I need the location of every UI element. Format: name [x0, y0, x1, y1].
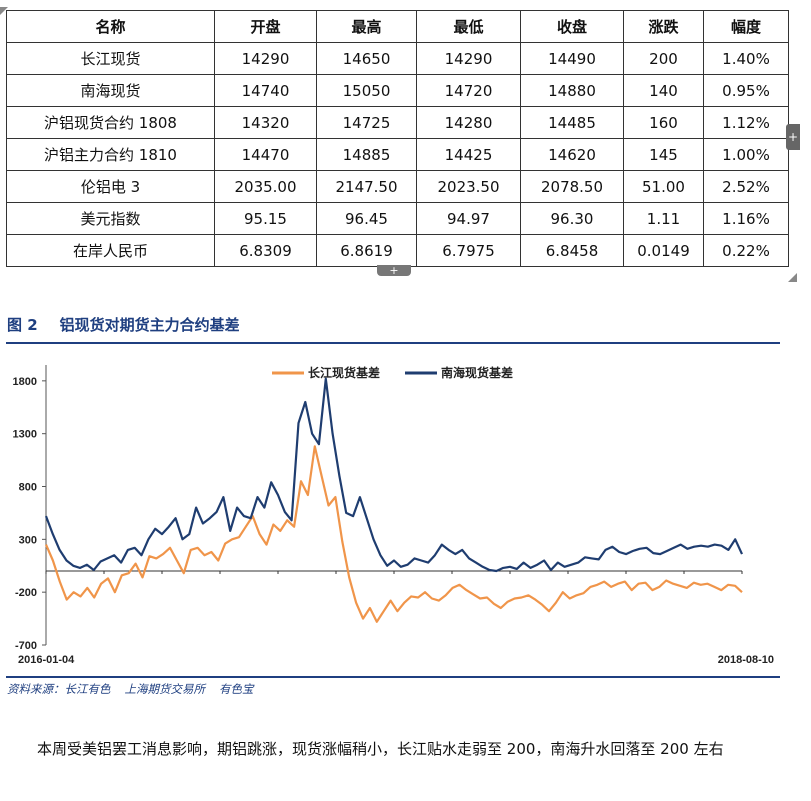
value-cell: 2023.50 [416, 170, 521, 203]
value-cell: 1.40% [703, 42, 789, 75]
column-header: 开盘 [214, 10, 317, 43]
y-tick-label: 300 [19, 534, 37, 546]
table-row: 在岸人民币 6.8309 6.8619 6.7975 6.8458 0.0149 0.22% [6, 234, 789, 267]
value-cell: 95.15 [214, 202, 317, 235]
row-label-cell: 沪铝主力合约 1810 [6, 138, 215, 171]
value-cell: 145 [623, 138, 704, 171]
source-note: 资料来源：长江有色 上海期货交易所 有色宝 [7, 681, 268, 697]
chart-series [44, 377, 743, 623]
value-cell: 14620 [520, 138, 624, 171]
value-cell: 14485 [520, 106, 624, 139]
body-paragraph: 本周受美铝罢工消息影响，期铝跳涨，现货涨幅稍小，长江贴水走弱至 200，南海升水… [37, 740, 724, 758]
value-cell: 14880 [520, 74, 624, 107]
value-cell: 6.8309 [214, 234, 317, 267]
table-row: 伦铝电 3 2035.00 2147.50 2023.50 2078.50 51.00 2.… [6, 170, 789, 203]
value-cell: 0.0149 [623, 234, 704, 267]
x-tick-label-end: 2018-08-10 [718, 654, 774, 666]
table-row: 美元指数 95.15 96.45 94.97 96.30 1.11 1.16% [6, 202, 789, 235]
value-cell: 14425 [416, 138, 521, 171]
table-row: 南海现货 14740 15050 14720 14880 140 0.95% [6, 74, 789, 107]
table-resize-handle-top-left[interactable] [0, 0, 8, 15]
row-label-cell: 伦铝电 3 [6, 170, 215, 203]
market-quote-table-container: 名称 开盘 最高 最低 收盘 涨跌 幅度 长江现货 14290 14650 14290 14490 2… [6, 10, 789, 267]
figure-top-rule [6, 342, 780, 344]
row-label-cell: 南海现货 [6, 74, 215, 107]
value-cell: 6.8458 [520, 234, 624, 267]
figure-caption: 图 2 铝现货对期货主力合约基差 [7, 314, 240, 335]
add-column-handle[interactable]: + [786, 124, 800, 150]
column-header: 幅度 [703, 10, 789, 43]
value-cell: 140 [623, 74, 704, 107]
table-row: 沪铝现货合约 1808 14320 14725 14280 14485 160 1.12% [6, 106, 789, 139]
series-line-nanhai [44, 377, 743, 573]
figure-bottom-rule [6, 676, 780, 678]
value-cell: 200 [623, 42, 704, 75]
value-cell: 15050 [316, 74, 417, 107]
value-cell: 14320 [214, 106, 317, 139]
table-row: 沪铝主力合约 1810 14470 14885 14425 14620 145 1.00% [6, 138, 789, 171]
source-prefix: 资料来源： [7, 682, 65, 696]
value-cell: 1.12% [703, 106, 789, 139]
value-cell: 2035.00 [214, 170, 317, 203]
basis-line-chart: 长江现货基差 南海现货基差 1800 1300 800 300 -200 -700 2016… [13, 365, 774, 666]
row-label-cell: 长江现货 [6, 42, 215, 75]
figure-number: 图 2 [7, 316, 38, 334]
legend-label: 南海现货基差 [441, 365, 513, 380]
column-header: 最低 [416, 10, 521, 43]
value-cell: 14650 [316, 42, 417, 75]
value-cell: 6.7975 [416, 234, 521, 267]
table-row: 长江现货 14290 14650 14290 14490 200 1.40% [6, 42, 789, 75]
chart-legend: 长江现货基差 南海现货基差 [272, 365, 513, 380]
value-cell: 96.30 [520, 202, 624, 235]
legend-label: 长江现货基差 [308, 365, 380, 380]
value-cell: 14290 [416, 42, 521, 75]
value-cell: 1.16% [703, 202, 789, 235]
value-cell: 14280 [416, 106, 521, 139]
source-item: 长江有色 [64, 682, 111, 696]
value-cell: 2.52% [703, 170, 789, 203]
value-cell: 51.00 [623, 170, 704, 203]
y-axis: 1800 1300 800 300 -200 -700 [13, 365, 47, 652]
table-resize-handle-bottom-right[interactable] [788, 267, 797, 282]
column-header: 收盘 [520, 10, 624, 43]
value-cell: 0.22% [703, 234, 789, 267]
value-cell: 14740 [214, 74, 317, 107]
value-cell: 2147.50 [316, 170, 417, 203]
value-cell: 6.8619 [316, 234, 417, 267]
value-cell: 96.45 [316, 202, 417, 235]
source-item: 上海期货交易所 [124, 682, 206, 696]
value-cell: 14290 [214, 42, 317, 75]
source-item: 有色宝 [219, 682, 254, 696]
row-label-cell: 美元指数 [6, 202, 215, 235]
row-label-cell: 沪铝现货合约 1808 [6, 106, 215, 139]
table-header-row: 名称 开盘 最高 最低 收盘 涨跌 幅度 [6, 10, 789, 43]
x-axis: 2016-01-04 2018-08-10 [18, 570, 774, 666]
value-cell: 0.95% [703, 74, 789, 107]
y-tick-label: -200 [15, 587, 37, 599]
value-cell: 14885 [316, 138, 417, 171]
table-body: 长江现货 14290 14650 14290 14490 200 1.40% 南海现货 1474… [6, 42, 789, 267]
row-label-cell: 在岸人民币 [6, 234, 215, 267]
value-cell: 1.11 [623, 202, 704, 235]
value-cell: 94.97 [416, 202, 521, 235]
series-line-changjiang [44, 445, 743, 623]
x-tick-label-start: 2016-01-04 [18, 654, 75, 666]
value-cell: 160 [623, 106, 704, 139]
y-tick-label: 1300 [13, 429, 37, 441]
column-header: 涨跌 [623, 10, 704, 43]
add-row-handle[interactable]: + [377, 265, 411, 276]
column-header: 名称 [6, 10, 215, 43]
column-header: 最高 [316, 10, 417, 43]
value-cell: 14725 [316, 106, 417, 139]
figure-title: 铝现货对期货主力合约基差 [59, 316, 240, 334]
y-tick-label: 1800 [13, 376, 37, 388]
value-cell: 14470 [214, 138, 317, 171]
y-tick-label: 800 [19, 482, 37, 494]
value-cell: 14720 [416, 74, 521, 107]
market-quote-table: 名称 开盘 最高 最低 收盘 涨跌 幅度 长江现货 14290 14650 14290 14490 2… [6, 10, 789, 267]
value-cell: 14490 [520, 42, 624, 75]
value-cell: 1.00% [703, 138, 789, 171]
value-cell: 2078.50 [520, 170, 624, 203]
y-tick-label: -700 [15, 640, 37, 652]
